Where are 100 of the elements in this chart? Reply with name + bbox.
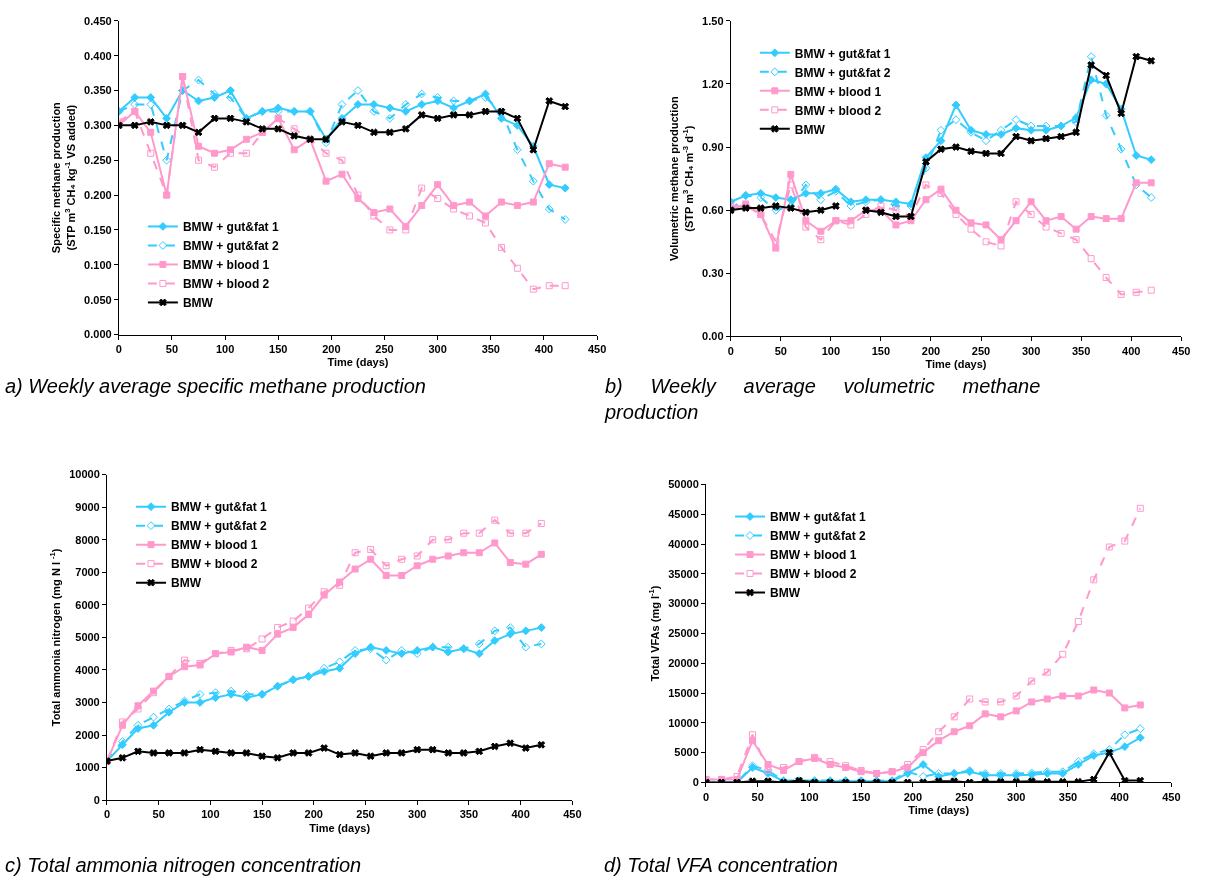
- legend-label: BMW + gut&fat 2: [182, 239, 279, 254]
- x-tick-label: 200: [921, 344, 941, 357]
- legend-label: BMW + gut&fat 2: [794, 65, 891, 80]
- x-tick-label: 400: [1122, 344, 1141, 357]
- text: a) Weekly average specific methane production: [5, 375, 426, 397]
- x-tick-label: 350: [459, 808, 479, 821]
- x-tick-label: 300: [408, 808, 427, 821]
- y-tick-label: 30000: [668, 597, 699, 610]
- x-tick-label: 350: [1058, 790, 1078, 803]
- y-tick-label: 20000: [668, 657, 699, 670]
- y-tick-label: 50000: [668, 478, 699, 491]
- y-tick-label: 7000: [75, 566, 100, 579]
- y-tick-label: 0.000: [84, 328, 112, 341]
- y-tick-label: 25000: [668, 627, 699, 640]
- x-tick-label: 450: [587, 342, 607, 355]
- y-tick-label: 4000: [75, 663, 100, 676]
- legend-label: BMW + blood 2: [182, 277, 270, 292]
- y-tick-label: 3000: [75, 696, 100, 709]
- legend-label: BMW + blood 2: [770, 567, 857, 582]
- x-axis-title: Time (days): [925, 357, 987, 370]
- y-tick-label: 0.450: [84, 14, 112, 27]
- x-axis-title: Time (days): [327, 355, 389, 368]
- x-tick-label: 0: [727, 344, 734, 357]
- y-tick-label: 45000: [668, 508, 699, 521]
- legend-label: BMW + blood 2: [794, 103, 882, 118]
- x-tick-label: 50: [774, 344, 787, 357]
- y-tick-label: 15000: [668, 686, 699, 699]
- x-tick-label: 200: [322, 342, 341, 355]
- y-tick-label: 10000: [69, 468, 100, 481]
- x-tick-label: 50: [152, 808, 165, 821]
- y-tick-label: 0.60: [702, 204, 724, 217]
- legend-label: BMW + blood 1: [794, 84, 882, 99]
- y-tick-label: 8000: [75, 533, 100, 546]
- x-tick-label: 300: [1021, 344, 1041, 357]
- x-tick-label: 0: [115, 342, 122, 355]
- x-tick-label: 100: [800, 790, 819, 803]
- y-tick-label: 0.400: [84, 49, 112, 62]
- y-tick-label: 0.350: [84, 84, 112, 97]
- y-tick-label: 0.250: [84, 154, 112, 167]
- legend-label: BMW: [182, 296, 214, 311]
- x-tick-label: 250: [375, 342, 394, 355]
- y-tick-label: 1000: [75, 761, 100, 774]
- x-tick-label: 50: [751, 790, 764, 803]
- y-tick-label: 1.20: [702, 77, 724, 90]
- legend-label: BMW: [770, 586, 801, 601]
- text: c) Total ammonia nitrogen concentration: [5, 854, 362, 876]
- x-tick-label: 150: [252, 808, 272, 821]
- y-tick-label: 0.150: [84, 223, 112, 236]
- x-tick-label: 150: [851, 790, 871, 803]
- y-tick-label: 5000: [75, 631, 100, 644]
- legend-label: BMW + gut&fat 2: [770, 529, 867, 544]
- x-tick-label: 100: [821, 344, 841, 357]
- x-tick-label: 400: [534, 342, 554, 355]
- x-tick-label: 250: [356, 808, 375, 821]
- text: d) Total VFA concentration: [604, 854, 838, 876]
- y-tick-label: 0.90: [702, 140, 724, 153]
- y-tick-label: 0.300: [84, 119, 112, 132]
- y-tick-label: 2000: [75, 728, 100, 741]
- y-tick-label: 5000: [674, 746, 699, 759]
- legend-label: BMW + blood 1: [770, 548, 857, 563]
- x-axis-title: Time (days): [908, 803, 970, 816]
- x-tick-label: 450: [1162, 790, 1181, 803]
- legend-label: BMW + gut&fat 1: [182, 220, 279, 235]
- x-tick-label: 200: [903, 790, 922, 803]
- y-tick-label: 6000: [75, 598, 100, 611]
- y-tick-label: 40000: [668, 537, 699, 550]
- legend-label: BMW + gut&fat 2: [171, 519, 268, 534]
- legend-label: BMW + blood 1: [182, 258, 270, 273]
- x-tick-label: 450: [1172, 344, 1191, 357]
- legend-label: BMW + gut&fat 1: [171, 500, 268, 515]
- x-tick-label: 350: [481, 342, 500, 355]
- y-tick-label: 0.050: [84, 293, 112, 306]
- legend-label: BMW + blood 2: [171, 557, 258, 572]
- x-tick-label: 400: [511, 808, 530, 821]
- x-tick-label: 450: [563, 808, 582, 821]
- x-tick-label: 400: [1110, 790, 1129, 803]
- x-tick-label: 100: [215, 342, 235, 355]
- x-tick-label: 150: [871, 344, 891, 357]
- x-tick-label: 250: [955, 790, 974, 803]
- x-axis-title: Time (days): [309, 821, 371, 834]
- y-tick-label: 0.30: [702, 267, 724, 280]
- legend-label: BMW: [171, 576, 202, 591]
- x-tick-label: 300: [428, 342, 447, 355]
- y-tick-label: 10000: [668, 716, 699, 729]
- y-tick-label: 0.100: [84, 258, 112, 271]
- legend-label: BMW + gut&fat 1: [770, 510, 867, 525]
- legend-label: BMW + gut&fat 1: [794, 46, 891, 61]
- x-tick-label: 350: [1071, 344, 1091, 357]
- y-tick-label: 1.50: [702, 14, 724, 27]
- x-tick-label: 300: [1007, 790, 1026, 803]
- y-tick-label: 0.200: [84, 188, 112, 201]
- x-tick-label: 50: [165, 342, 179, 355]
- x-tick-label: 100: [201, 808, 220, 821]
- y-tick-label: 35000: [668, 567, 699, 580]
- x-tick-label: 200: [304, 808, 323, 821]
- legend-label: BMW + blood 1: [171, 538, 258, 553]
- text: b) Weekly average volumetric methane production: [604, 375, 1041, 423]
- x-tick-label: 150: [269, 342, 288, 355]
- y-tick-label: 0: [692, 776, 699, 789]
- y-tick-label: 0.00: [702, 330, 724, 343]
